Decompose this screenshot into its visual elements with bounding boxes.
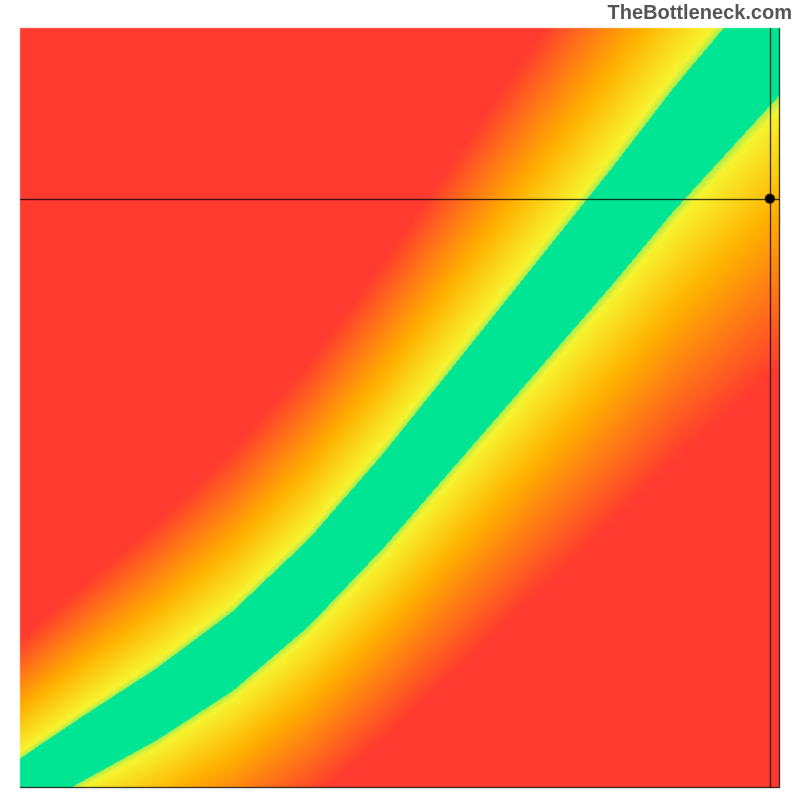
heatmap-canvas — [0, 0, 800, 800]
chart-container: TheBottleneck.com — [0, 0, 800, 800]
